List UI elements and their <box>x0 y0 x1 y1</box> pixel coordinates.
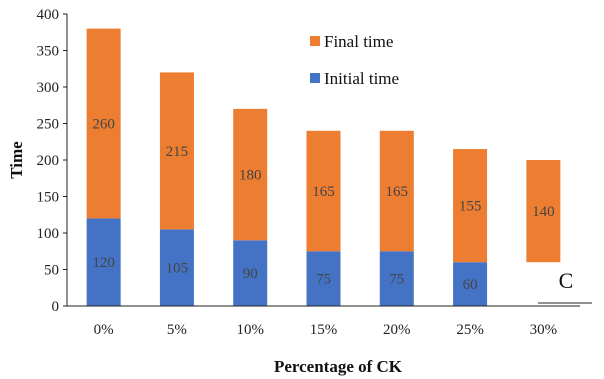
data-label-initial-time: 105 <box>166 261 189 277</box>
x-tick-label: 10% <box>236 322 264 338</box>
x-tick-label: 15% <box>310 322 338 338</box>
data-label-final-time: 165 <box>312 184 335 200</box>
y-tick-label: 400 <box>37 7 60 23</box>
bar-final-time <box>233 108 268 241</box>
bar-initial-time <box>233 240 268 306</box>
y-tick-label: 250 <box>37 117 60 133</box>
data-label-final-time: 155 <box>459 199 482 215</box>
y-axis-title: Time <box>7 141 26 179</box>
x-tick-label: 30% <box>530 322 558 338</box>
data-label-initial-time: 60 <box>463 277 478 293</box>
y-tick-label: 200 <box>37 153 60 169</box>
x-axis: 0% 5% 10% 15% 20% 25% 30% <box>67 305 580 338</box>
x-tick-label: 5% <box>167 322 187 338</box>
data-label-final-time: 165 <box>386 184 409 200</box>
bar-initial-time <box>379 251 414 306</box>
legend-label-final-time: Final time <box>324 32 393 51</box>
data-label-final-time: 180 <box>239 168 262 184</box>
bars-layer: 120 260 105 215 90 180 75 165 75 165 60 155 140 <box>86 28 561 306</box>
data-label-initial-time: 75 <box>389 272 404 288</box>
bar-initial-time <box>453 262 488 306</box>
y-tick-label: 0 <box>52 299 60 315</box>
bar-initial-time <box>306 251 341 306</box>
x-tick-label: 20% <box>383 322 411 338</box>
legend-swatch-final-time <box>310 36 320 46</box>
bar-initial-time <box>86 218 121 306</box>
y-tick-label: 150 <box>37 190 60 206</box>
data-label-final-time: 215 <box>166 144 189 160</box>
legend-swatch-initial-time <box>310 73 320 83</box>
x-tick-label: 0% <box>94 322 114 338</box>
y-tick-label: 100 <box>37 226 60 242</box>
bar-initial-time <box>159 229 194 306</box>
bar-final-time <box>453 149 488 263</box>
x-tick-label: 25% <box>456 322 484 338</box>
legend-label-initial-time: Initial time <box>324 69 399 88</box>
y-tick-label: 350 <box>37 44 60 60</box>
y-tick-label: 300 <box>37 80 60 96</box>
bar-final-time <box>379 130 414 252</box>
legend: Final time Initial time <box>310 32 399 88</box>
y-axis: 0 50 100 150 200 250 300 350 400 <box>37 7 68 315</box>
data-label-final-time: 140 <box>532 204 555 220</box>
bar-final-time <box>306 130 341 252</box>
data-label-final-time: 260 <box>92 117 115 133</box>
x-axis-title: Percentage of CK <box>274 357 403 376</box>
data-label-initial-time: 120 <box>92 255 115 271</box>
bar-final-time <box>159 72 194 230</box>
bar-final-time <box>86 28 121 219</box>
bar-final-time <box>526 160 561 263</box>
panel-label: C <box>559 268 574 293</box>
data-label-initial-time: 90 <box>243 266 258 282</box>
y-tick-label: 50 <box>44 263 59 279</box>
data-label-initial-time: 75 <box>316 272 331 288</box>
